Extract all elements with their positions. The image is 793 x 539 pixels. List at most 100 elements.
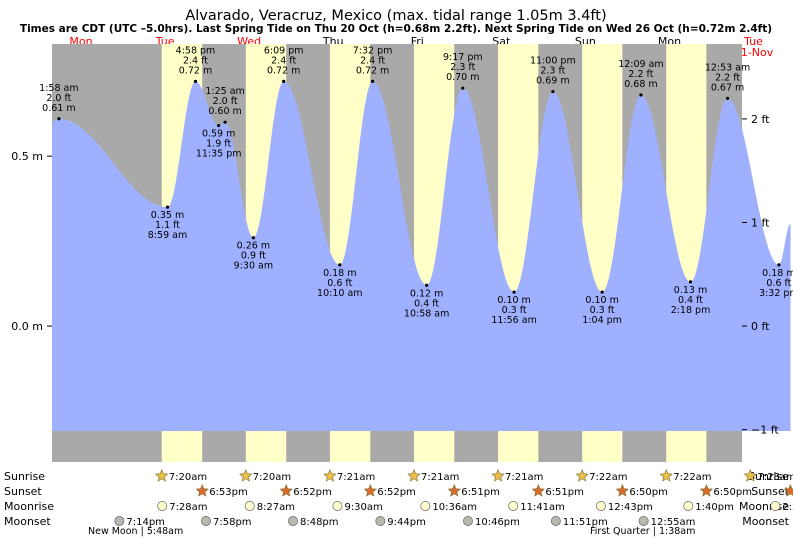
sunrise-time: 7:20am [169,472,207,483]
sun-icon [743,469,757,482]
tide-point-label: 0.10 m [585,295,618,306]
sun-icon [363,484,377,497]
tide-point [461,86,465,90]
sun-icon [407,469,421,482]
moon-icon [463,516,473,526]
tide-point-label: 0.4 ft [414,298,439,309]
moonrise-time: 10:36am [432,502,477,513]
tide-point-label: 2.4 ft [183,55,208,66]
sunset-time: 6:52pm [377,487,416,498]
moonset-time: 11:51pm [563,517,608,528]
tide-point [688,280,693,284]
tide-labels: 1:58 am2.0 ft0.61 m0.35 m1.1 ft8:59 am4:… [39,45,793,326]
sunset-time: 6:50pm [629,487,668,498]
tide-point-label: 0.4 ft [678,295,703,306]
moon-icon [157,501,168,511]
tide-point [251,236,255,240]
moon-icon [288,516,298,526]
tide-point-label: 9:30 am [234,261,273,272]
tide-point [338,263,342,267]
moonset-time: 10:46pm [475,517,520,528]
tide-point [193,79,198,83]
moonrise-time: 11:41am [520,502,565,513]
moonset-time: 8:48pm [300,517,339,528]
tide-point-label: 0.70 m [446,72,479,83]
tide-point-label: 0.10 m [497,295,530,306]
tide-point-label: 9:17 pm [443,52,483,63]
sunset-time: 6:51pm [545,487,584,498]
right-axis-tick-label: 0 ft [751,320,770,333]
tide-point-label: 1:25 am [205,86,244,97]
tide-point [725,96,730,100]
moon-icon [244,501,255,511]
sun-icon [491,469,505,482]
tide-point-label: 0.6 ft [327,278,352,289]
moon-icon [332,501,343,511]
sunrise-time: 7:21am [421,472,459,483]
moon-icon [375,516,386,526]
tide-point-label: 0.72 m [267,65,300,76]
sun-icon [447,484,461,497]
tide-point-label: 0.68 m [624,79,657,90]
moonrise-time: 7:28am [169,502,207,513]
tide-point-label: 0.6 ft [766,278,791,289]
day-label-date: 01-Nov [734,46,774,59]
tide-point-label: 4:58 pm [176,45,216,56]
sun-icon [239,469,253,482]
tide-point-label: 2:18 pm [671,305,711,316]
sun-icon [575,469,589,482]
tide-point-label: 0.60 m [208,106,241,117]
tide-point [600,290,604,294]
tide-point [639,93,643,97]
chart-title: Alvarado, Veracruz, Mexico (max. tidal r… [185,8,606,24]
sun-icon [155,469,169,482]
tide-point-label: 0.35 m [151,210,184,221]
tide-point-label: 10:58 am [404,308,449,319]
row-label-right: Sunrise [748,470,789,483]
moonrise-time: 8:27am [257,502,295,513]
tide-point-label: 0.59 m [202,129,235,140]
tide-point-label: 11:35 pm [196,149,242,160]
tide-point-label: 2.0 ft [213,96,238,107]
moonrise-time: 1:40pm [695,502,734,513]
right-axis-tick-label: −1 ft [751,424,779,437]
moonset-time: 9:44pm [387,517,426,528]
sunrise-time: 7:21am [337,472,375,483]
right-axis: 2 ft 1 ft 0 ft −1 ft [742,113,779,437]
moon-icon [550,516,561,526]
tide-point-label: 12:53 am [705,62,750,73]
tide-point-label: 1:58 am [39,83,78,94]
tide-point-label: 0.26 m [237,241,270,252]
tide-point-label: 3:32 pm [759,288,793,299]
left-axis-tick-label: 0.5 m [11,150,43,163]
tide-point-label: 0.13 m [674,285,707,296]
tide-point-label: 0.3 ft [502,305,527,316]
tide-point-label: 0.67 m [711,82,744,93]
tide-point-label: 2.4 ft [360,55,385,66]
sunset-time: 6:52pm [293,487,332,498]
sunrise-time: 7:22am [673,472,711,483]
moon-icon [114,516,125,526]
sunrise-time: 7:22am [589,472,627,483]
sun-icon [323,469,337,482]
sunset-time: 6:53pm [209,487,248,498]
tide-point [551,89,555,94]
tide-point [165,205,170,209]
sunrise-time: 7:20am [253,472,291,483]
tide-point-label: 11:56 am [491,315,536,326]
moon-icon [595,501,606,511]
tide-point [425,283,429,287]
tide-point-label: 2.3 ft [450,62,475,73]
tide-point-label: 0.72 m [356,65,389,76]
sun-icon [659,469,673,482]
tide-point-label: 0.69 m [536,76,569,87]
sunrise-time: 7:21am [505,472,543,483]
left-axis-tick-label: 0.0 m [11,320,43,333]
sunset-time: 6:50pm [713,487,752,498]
moon-phase-label: New Moon | 5:48am [88,526,183,537]
moon-icon [508,501,519,511]
tide-point-label: 2.3 ft [540,66,565,77]
row-label-left: Moonrise [4,500,54,513]
